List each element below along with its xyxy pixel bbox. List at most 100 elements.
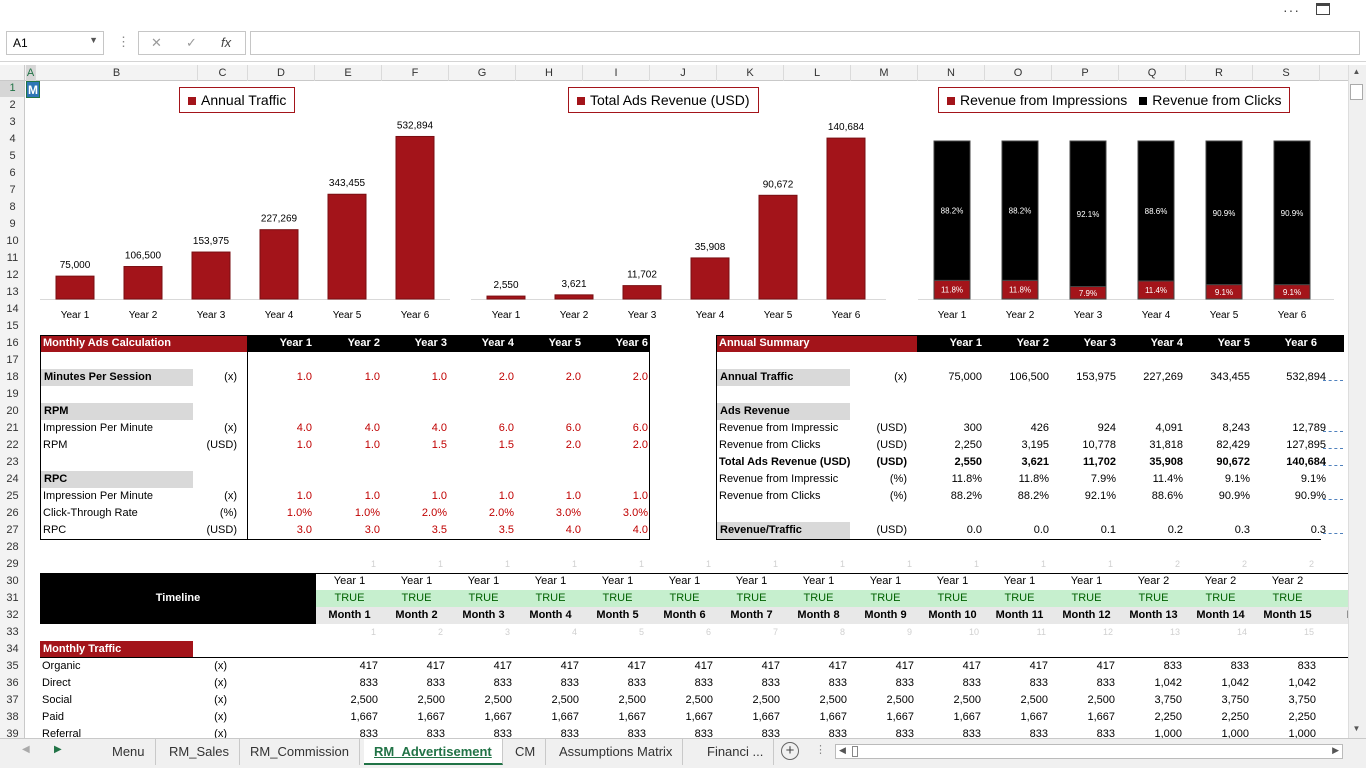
value-cell[interactable]: 1,667 bbox=[551, 711, 579, 723]
value-cell[interactable]: 833 bbox=[895, 728, 914, 738]
value-cell[interactable]: 1,667 bbox=[1087, 711, 1115, 723]
column-header-c[interactable]: C bbox=[198, 65, 248, 81]
value-cell[interactable]: 0.0 bbox=[966, 524, 982, 536]
value-cell[interactable]: 2,500 bbox=[819, 694, 847, 706]
value-cell[interactable]: 833 bbox=[1230, 660, 1249, 672]
value-cell[interactable]: 417 bbox=[895, 660, 914, 672]
more-options-icon[interactable]: ··· bbox=[1283, 2, 1300, 18]
row-header-15[interactable]: 15 bbox=[6, 320, 19, 332]
value-cell[interactable]: 2,550 bbox=[954, 456, 982, 468]
value-cell[interactable]: 1,667 bbox=[685, 711, 713, 723]
row-header-12[interactable]: 12 bbox=[6, 269, 19, 281]
value-cell[interactable]: 3.0 bbox=[364, 524, 380, 536]
value-cell[interactable]: 2,500 bbox=[953, 694, 981, 706]
value-cell[interactable]: 833 bbox=[1029, 677, 1048, 689]
value-cell[interactable]: 2,500 bbox=[484, 694, 512, 706]
value-cell[interactable]: 2,500 bbox=[1020, 694, 1048, 706]
select-all-button[interactable] bbox=[0, 65, 25, 81]
value-cell[interactable]: 833 bbox=[761, 677, 780, 689]
value-cell[interactable]: 0.3 bbox=[1234, 524, 1250, 536]
value-cell[interactable]: 2.0 bbox=[565, 371, 581, 383]
row-header-30[interactable]: 30 bbox=[6, 575, 19, 587]
row-header-24[interactable]: 24 bbox=[6, 473, 19, 485]
row-header-19[interactable]: 19 bbox=[6, 388, 19, 400]
value-cell[interactable]: 833 bbox=[1297, 660, 1316, 672]
value-cell[interactable]: 1.0% bbox=[354, 507, 380, 519]
column-header-q[interactable]: Q bbox=[1119, 65, 1186, 81]
value-cell[interactable]: 1,042 bbox=[1221, 677, 1249, 689]
name-box[interactable]: A1 ▼ bbox=[6, 31, 104, 55]
value-cell[interactable]: 3.0 bbox=[296, 524, 312, 536]
value-cell[interactable]: 1.0 bbox=[498, 490, 514, 502]
value-cell[interactable]: 532,894 bbox=[1286, 371, 1326, 383]
value-cell[interactable]: 31,818 bbox=[1149, 439, 1183, 451]
enter-check-icon[interactable]: ✓ bbox=[186, 35, 197, 50]
value-cell[interactable]: 6.0 bbox=[565, 422, 581, 434]
value-cell[interactable]: 1.0 bbox=[632, 490, 648, 502]
value-cell[interactable]: 417 bbox=[493, 660, 512, 672]
row-header-13[interactable]: 13 bbox=[6, 286, 19, 298]
vertical-scrollbar[interactable] bbox=[1348, 65, 1366, 738]
row-header-11[interactable]: 11 bbox=[6, 252, 19, 264]
tab-menu[interactable]: Menu bbox=[102, 739, 156, 765]
value-cell[interactable]: 924 bbox=[1097, 422, 1116, 434]
value-cell[interactable]: 1.5 bbox=[498, 439, 514, 451]
row-header-18[interactable]: 18 bbox=[6, 371, 19, 383]
value-cell[interactable]: 1,667 bbox=[1020, 711, 1048, 723]
value-cell[interactable]: 2,500 bbox=[551, 694, 579, 706]
value-cell[interactable]: 88.2% bbox=[950, 490, 982, 502]
value-cell[interactable]: 1,000 bbox=[1154, 728, 1182, 738]
value-cell[interactable]: 2,500 bbox=[1087, 694, 1115, 706]
value-cell[interactable]: 9.1% bbox=[1300, 473, 1326, 485]
value-cell[interactable]: 1.0 bbox=[296, 439, 312, 451]
column-header-e[interactable]: E bbox=[315, 65, 382, 81]
value-cell[interactable]: 1.0 bbox=[565, 490, 581, 502]
value-cell[interactable]: 10,778 bbox=[1082, 439, 1116, 451]
value-cell[interactable]: 833 bbox=[962, 728, 981, 738]
value-cell[interactable]: 1,667 bbox=[886, 711, 914, 723]
value-cell[interactable]: 1.0 bbox=[364, 490, 380, 502]
value-cell[interactable]: 90.9% bbox=[1218, 490, 1250, 502]
value-cell[interactable]: 833 bbox=[828, 728, 847, 738]
value-cell[interactable]: 75,000 bbox=[948, 371, 982, 383]
column-header-g[interactable]: G bbox=[449, 65, 516, 81]
value-cell[interactable]: 2.0 bbox=[632, 439, 648, 451]
column-header-b[interactable]: B bbox=[36, 65, 198, 81]
insert-function-icon[interactable]: fx bbox=[221, 35, 232, 50]
row-header-17[interactable]: 17 bbox=[6, 354, 19, 366]
prev-sheet-icon[interactable]: ◀ bbox=[22, 744, 30, 755]
value-cell[interactable]: 11.8% bbox=[1018, 473, 1049, 485]
value-cell[interactable]: 417 bbox=[560, 660, 579, 672]
value-cell[interactable]: 2,500 bbox=[417, 694, 445, 706]
row-header-7[interactable]: 7 bbox=[9, 184, 16, 196]
value-cell[interactable]: 2.0% bbox=[421, 507, 447, 519]
hscroll-thumb[interactable] bbox=[852, 746, 858, 757]
value-cell[interactable]: 9.1% bbox=[1224, 473, 1250, 485]
value-cell[interactable]: 4,091 bbox=[1155, 422, 1183, 434]
row-header-5[interactable]: 5 bbox=[9, 150, 16, 162]
value-cell[interactable]: 833 bbox=[962, 677, 981, 689]
value-cell[interactable]: 11.8% bbox=[951, 473, 982, 485]
scroll-up-icon[interactable]: ▲ bbox=[1352, 67, 1361, 76]
row-header-39[interactable]: 39 bbox=[6, 728, 19, 738]
value-cell[interactable]: 833 bbox=[828, 677, 847, 689]
value-cell[interactable]: 417 bbox=[962, 660, 981, 672]
column-header-j[interactable]: J bbox=[650, 65, 717, 81]
value-cell[interactable]: 88.2% bbox=[1017, 490, 1049, 502]
tab-rm-advertisement[interactable]: RM_Advertisement bbox=[364, 739, 503, 765]
column-header-i[interactable]: I bbox=[583, 65, 650, 81]
value-cell[interactable]: 4.0 bbox=[364, 422, 380, 434]
column-header-n[interactable]: N bbox=[918, 65, 985, 81]
tab-cm[interactable]: CM bbox=[505, 739, 547, 765]
row-header-4[interactable]: 4 bbox=[9, 133, 16, 145]
value-cell[interactable]: 1,667 bbox=[752, 711, 780, 723]
row-header-16[interactable]: 16 bbox=[6, 337, 19, 349]
row-header-29[interactable]: 29 bbox=[6, 558, 19, 570]
value-cell[interactable]: 417 bbox=[627, 660, 646, 672]
row-header-14[interactable]: 14 bbox=[6, 303, 19, 315]
value-cell[interactable]: 833 bbox=[560, 728, 579, 738]
value-cell[interactable]: 90,672 bbox=[1216, 456, 1250, 468]
value-cell[interactable]: 8,243 bbox=[1222, 422, 1250, 434]
scroll-left-icon[interactable]: ◀ bbox=[839, 745, 846, 755]
row-header-10[interactable]: 10 bbox=[6, 235, 19, 247]
